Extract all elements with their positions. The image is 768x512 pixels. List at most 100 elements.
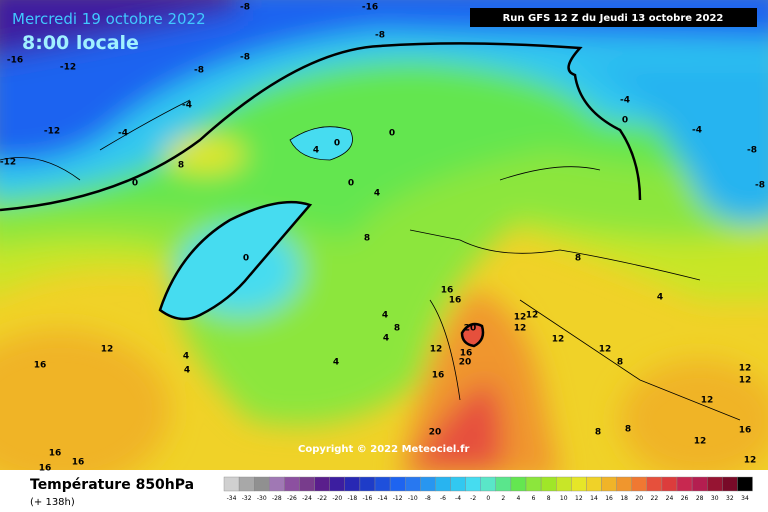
contour-label: 16 — [34, 361, 47, 371]
colorbar-label: 16 — [605, 495, 613, 502]
colorbar-label: 34 — [741, 495, 749, 502]
contour-label: 20 — [429, 428, 442, 438]
contour-label: 12 — [552, 335, 565, 345]
colorbar-swatch — [344, 476, 361, 492]
contour-label: 16 — [432, 371, 445, 381]
contour-label: -4 — [692, 126, 702, 136]
contour-label: 4 — [183, 352, 189, 362]
colorbar-swatch — [389, 476, 406, 492]
contour-label: 16 — [49, 449, 62, 459]
colorbar-label: 8 — [547, 495, 551, 502]
contour-label: 0 — [243, 254, 249, 264]
colorbar-label: -30 — [257, 495, 267, 502]
colorbar-label: -2 — [470, 495, 476, 502]
colorbar-label: 18 — [620, 495, 628, 502]
colorbar-swatch — [405, 476, 421, 492]
colorbar-label: -26 — [287, 495, 297, 502]
colorbar-label: 0 — [486, 495, 490, 502]
colorbar-label: -4 — [455, 495, 461, 502]
contour-label: 4 — [374, 189, 380, 199]
contour-label: -8 — [375, 31, 385, 41]
contour-label: -8 — [747, 146, 757, 156]
colorbar-swatch — [253, 476, 270, 492]
contour-label: -4 — [118, 129, 128, 139]
contour-label: 4 — [383, 334, 389, 344]
contour-label: -8 — [240, 53, 250, 63]
colorbar-swatch — [329, 476, 346, 492]
colorbar-label: 4 — [517, 495, 521, 502]
contour-label: 0 — [348, 179, 354, 189]
colorbar-swatch — [420, 476, 436, 492]
contour-label: 8 — [178, 161, 184, 171]
contour-label: -4 — [182, 101, 192, 111]
map-date: Mercredi 19 octobre 2022 — [12, 10, 206, 28]
colorbar-swatch — [359, 476, 376, 492]
colorbar-swatch — [495, 476, 512, 492]
contour-label: 4 — [313, 146, 319, 156]
contour-label: -16 — [362, 3, 378, 13]
run-info: Run GFS 12 Z du Jeudi 13 octobre 2022 — [503, 13, 724, 24]
contour-label: 12 — [694, 437, 707, 447]
colorbar-swatch — [722, 476, 738, 492]
colorbar-swatch — [556, 476, 572, 492]
contour-label: -12 — [44, 127, 60, 137]
colorbar: -34 -32 -30 -28 -26 -24 -22 -20 -18 -16 -14 -12 -10-… — [223, 476, 753, 502]
colorbar-swatch — [540, 476, 557, 492]
colorbar-label: -18 — [347, 495, 357, 502]
contour-label: 16 — [449, 296, 462, 306]
contour-label: 12 — [701, 396, 714, 406]
contour-label: 4 — [657, 293, 663, 303]
colorbar-swatch — [510, 476, 527, 492]
contour-label: -12 — [60, 63, 76, 73]
contour-label: -8 — [240, 3, 250, 13]
colorbar-swatch — [284, 476, 300, 492]
colorbar-swatch — [616, 476, 632, 492]
colorbar-label: 6 — [532, 495, 536, 502]
contour-label: 0 — [622, 116, 628, 126]
colorbar-swatch — [571, 476, 587, 492]
contour-label: 0 — [334, 139, 340, 149]
colorbar-swatch — [314, 476, 330, 492]
contour-label: 8 — [364, 234, 370, 244]
colorbar-label: -24 — [302, 495, 312, 502]
colorbar-swatch — [601, 476, 617, 492]
lead-time: (+ 138h) — [30, 497, 75, 508]
contour-label: 16 — [739, 426, 752, 436]
contour-label: 0 — [132, 179, 138, 189]
colorbar-swatch — [269, 476, 285, 492]
colorbar-label: -10 — [408, 495, 418, 502]
contour-label: 4 — [184, 366, 190, 376]
colorbar-label: -14 — [378, 495, 388, 502]
colorbar-swatch — [223, 476, 240, 492]
colorbar-label: -20 — [332, 495, 342, 502]
colorbar-label: -32 — [242, 495, 252, 502]
colorbar-label: -12 — [393, 495, 403, 502]
contour-label: 16 — [460, 349, 473, 359]
contour-label: 12 — [744, 456, 757, 466]
contour-label: 12 — [101, 345, 114, 355]
colorbar-swatch — [586, 476, 602, 492]
contour-label: 12 — [430, 345, 443, 355]
contour-label: -8 — [194, 66, 204, 76]
colorbar-label: 12 — [575, 495, 583, 502]
contour-label: -8 — [755, 181, 765, 191]
colorbar-label: -22 — [317, 495, 327, 502]
contour-label: 8 — [625, 425, 631, 435]
contour-label: 20 — [459, 358, 472, 368]
contour-label: 12 — [739, 364, 752, 374]
contour-label: -4 — [620, 96, 630, 106]
contour-label: 0 — [389, 129, 395, 139]
colorbar-swatch — [435, 476, 451, 492]
colorbar-swatch — [480, 476, 497, 492]
colorbar-label: 32 — [726, 495, 734, 502]
colorbar-label: 2 — [501, 495, 505, 502]
colorbar-label: -34 — [227, 495, 237, 502]
colorbar-label: -6 — [440, 495, 446, 502]
contour-label: 8 — [575, 254, 581, 264]
contour-label: -12 — [0, 158, 16, 168]
colorbar-swatch — [238, 476, 255, 492]
colorbar-label: 20 — [635, 495, 643, 502]
footer-title: Température 850hPa — [30, 477, 194, 493]
contour-label: 12 — [514, 324, 527, 334]
colorbar-label: 26 — [681, 495, 689, 502]
